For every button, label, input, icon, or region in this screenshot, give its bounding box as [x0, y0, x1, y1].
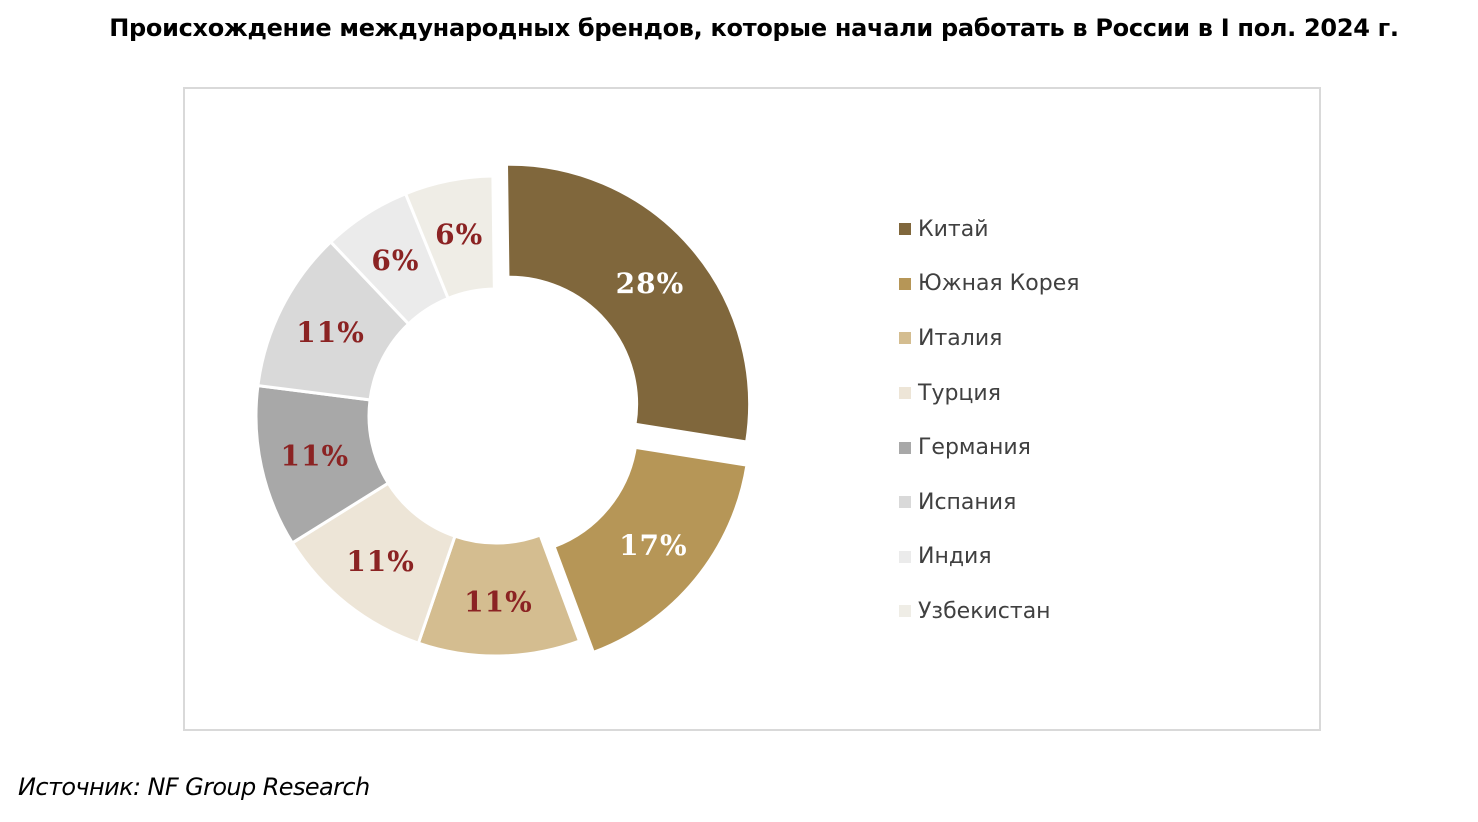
slice-label-2: 17%: [619, 529, 688, 562]
slice-label-5: 11%: [280, 440, 349, 473]
chart-area: 28% 17% 11% 11% 11% 11% 6% 6% Китай Южная Корея И…: [183, 87, 1321, 731]
legend-item-8: Узбекистан: [899, 584, 1079, 639]
donut-slice-2: [552, 445, 749, 655]
slice-label-3: 11%: [464, 585, 533, 618]
donut-slice-1: [504, 162, 752, 444]
legend-label: Италия: [918, 325, 1003, 351]
legend-swatch: [899, 550, 911, 563]
slice-label-7: 6%: [371, 244, 419, 277]
legend-label: Германия: [918, 435, 1031, 461]
legend-item-7: Индия: [899, 530, 1079, 585]
legend-item-4: Турция: [899, 366, 1079, 421]
legend-swatch: [899, 441, 911, 454]
donut-slice-8: [403, 174, 496, 301]
source-note: Источник: NF Group Research: [18, 773, 370, 801]
slice-label-8: 6%: [435, 218, 483, 251]
legend-swatch: [899, 277, 911, 290]
legend-label: Турция: [918, 380, 1001, 406]
legend-swatch: [899, 387, 911, 400]
chart-title: Происхождение международных брендов, кот…: [109, 14, 1399, 42]
legend-swatch: [899, 496, 911, 509]
legend-label: Китай: [918, 216, 989, 242]
legend-label: Южная Корея: [918, 271, 1080, 297]
legend-item-3: Италия: [899, 311, 1079, 366]
chart-legend: Китай Южная Корея Италия Турция Германия Испа…: [899, 202, 1079, 639]
legend-item-2: Южная Корея: [899, 257, 1079, 312]
legend-label: Узбекистан: [918, 598, 1051, 624]
legend-label: Испания: [918, 489, 1017, 515]
legend-swatch: [899, 605, 911, 618]
legend-item-1: Китай: [899, 202, 1079, 257]
slice-label-6: 11%: [296, 316, 365, 349]
legend-swatch: [899, 223, 911, 236]
legend-item-5: Германия: [899, 420, 1079, 475]
legend-label: Индия: [918, 544, 992, 570]
legend-swatch: [899, 332, 911, 345]
legend-item-6: Испания: [899, 475, 1079, 530]
slice-label-4: 11%: [346, 545, 415, 578]
slice-label-1: 28%: [616, 267, 685, 300]
donut-chart: 28% 17% 11% 11% 11% 11% 6% 6%: [254, 162, 752, 658]
